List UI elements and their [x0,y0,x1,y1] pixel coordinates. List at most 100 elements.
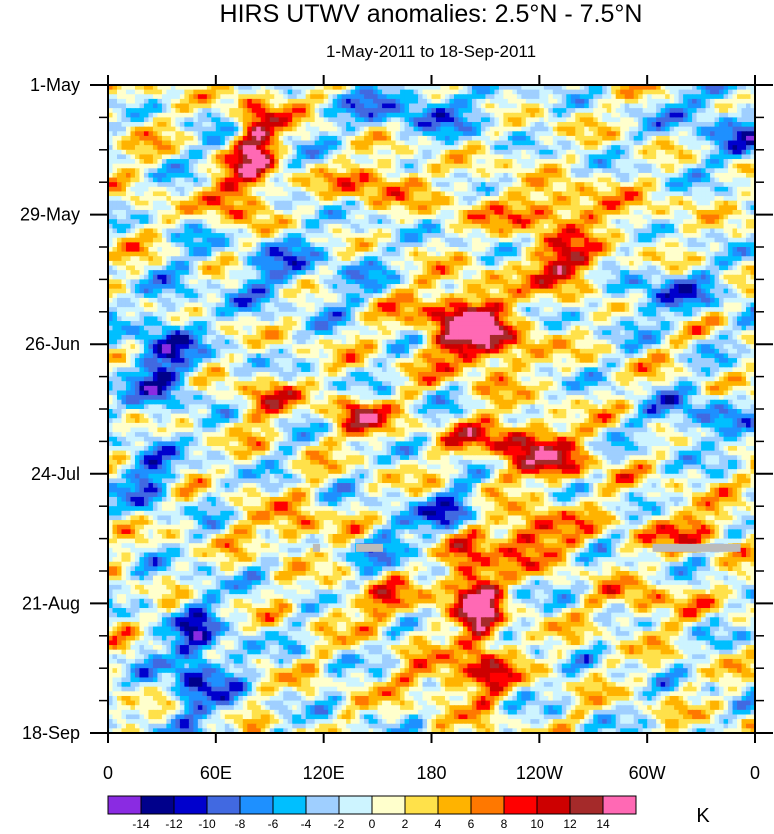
field-cell [346,149,352,156]
field-cell [467,145,473,151]
field-cell [566,172,572,179]
field-cell [143,126,150,132]
field-cell [305,177,311,183]
field-cell [359,149,365,156]
field-cell [741,228,747,234]
field-cell [588,94,594,100]
field-cell [453,200,460,206]
field-cell [507,191,513,197]
field-cell [696,103,702,109]
field-cell [310,159,316,165]
field-cell [575,126,581,132]
field-cell [516,219,522,225]
field-cell [422,191,428,197]
field-cell [516,163,522,169]
field-cell [539,228,545,234]
field-cell [453,108,460,114]
field-cell [130,209,136,216]
field-cell [184,117,190,123]
field-cell [602,94,608,100]
field-cell [552,85,558,91]
field-cell [409,237,415,243]
field-cell [516,177,522,183]
field-cell [485,117,491,123]
field-cell [395,177,401,183]
field-cell [674,223,680,230]
field-cell [427,223,433,230]
field-cell [328,145,334,151]
field-cell [238,228,244,234]
field-cell [449,200,455,206]
field-cell [687,214,693,220]
field-cell [512,209,518,216]
field-cell [382,145,388,151]
field-cell [170,89,176,95]
field-cell [319,200,325,206]
field-cell [611,223,617,230]
field-cell [732,168,738,174]
field-cell [561,205,567,211]
field-cell [570,196,576,202]
field-cell [548,223,554,230]
field-cell [440,182,446,188]
field-cell [638,149,644,156]
field-cell [584,177,590,183]
field-cell [206,98,212,105]
field-cell [539,154,545,160]
field-cell [467,89,473,95]
field-cell [373,209,379,216]
field-cell [516,182,522,188]
field-cell [125,177,132,183]
field-cell [242,149,248,156]
field-cell [656,163,662,169]
field-cell [256,237,262,243]
field-cell [346,237,352,243]
field-cell [161,126,168,132]
field-cell [391,209,397,216]
field-cell [647,103,653,109]
field-cell [719,237,725,243]
field-cell [337,85,343,91]
field-cell [170,242,176,248]
field-cell [615,122,621,128]
field-cell [435,168,442,174]
field-cell [346,200,352,206]
field-cell [260,200,266,206]
field-cell [166,103,172,109]
field-cell [444,98,451,105]
field-cell [602,177,608,183]
field-cell [620,182,626,188]
field-cell [238,223,244,230]
field-cell [251,200,257,206]
field-cell [575,94,581,100]
field-cell [220,214,226,220]
field-cell [179,131,185,137]
field-cell [413,214,419,220]
field-cell [507,149,513,156]
field-cell [220,149,226,156]
field-cell [305,163,311,169]
field-cell [337,219,343,225]
field-cell [683,140,689,146]
field-cell [624,163,630,169]
field-cell [566,112,572,118]
field-cell [251,126,257,132]
field-cell [364,140,370,146]
field-cell [206,103,212,109]
field-cell [669,159,675,165]
field-cell [453,205,460,211]
field-cell [193,145,199,151]
field-cell [566,126,572,132]
field-cell [364,182,370,188]
field-cell [674,228,680,234]
field-cell [458,177,464,183]
field-cell [184,154,190,160]
field-cell [620,200,626,206]
field-cell [660,103,666,109]
field-cell [683,177,689,183]
field-cell [471,168,478,174]
field-cell [471,214,478,220]
field-cell [494,98,500,105]
field-cell [458,135,464,142]
field-cell [188,182,194,188]
